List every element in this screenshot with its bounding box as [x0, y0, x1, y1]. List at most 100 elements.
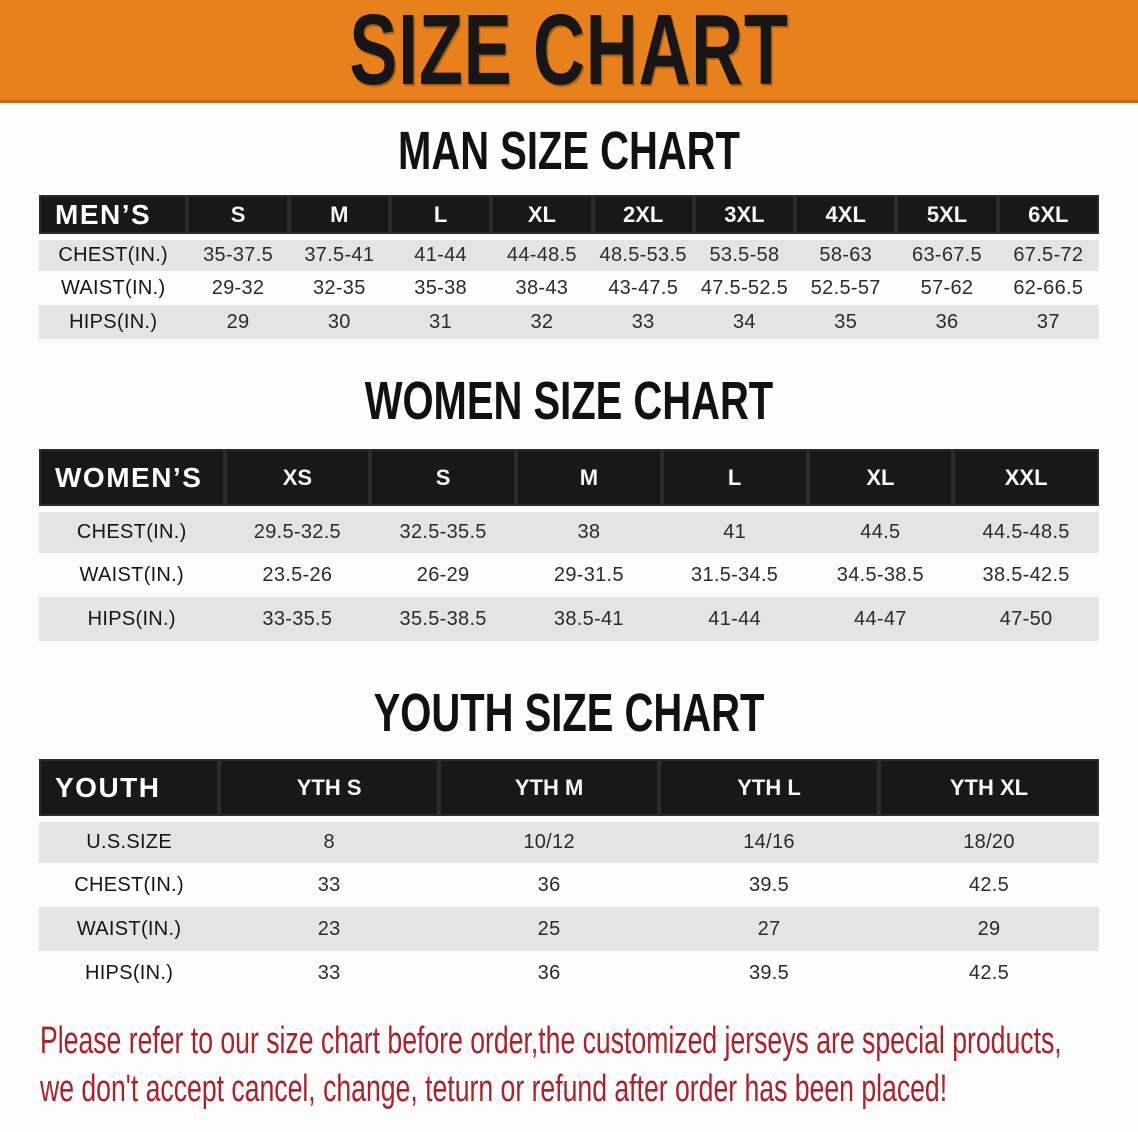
size-value-cell: 10/12: [523, 831, 575, 853]
men-size-chart-section: MAN SIZE CHART MEN’S S M L XL 2XL 3XL 4XL 5XL 6XL C…: [0, 121, 1138, 339]
row-label: HIPS(IN.): [87, 607, 176, 630]
men-section-title: MAN SIZE CHART: [0, 121, 1138, 181]
size-chart-sections: MAN SIZE CHART MEN’S S M L XL 2XL 3XL 4XL 5XL 6XL C…: [0, 121, 1138, 995]
row-label: WAIST(IN.): [79, 563, 184, 586]
size-column-header: XXL: [953, 449, 1099, 509]
size-column-header: 5XL: [896, 195, 998, 237]
size-column-header: YTH S: [219, 759, 440, 819]
size-value-cell: 38.5-42.5: [982, 563, 1070, 586]
table-header-row: WOMEN’S XS S M L XL XXL: [39, 449, 1099, 509]
table-row: HIPS(IN.) 33 36 39.5 42.5: [39, 951, 1099, 995]
size-column-header: M: [288, 195, 390, 237]
size-column-header: M: [516, 449, 662, 509]
size-column-header: L: [389, 195, 492, 237]
size-value-cell: 38: [577, 521, 601, 543]
size-value-cell: 32: [530, 310, 554, 333]
women-section-title: WOMEN SIZE CHART: [0, 371, 1138, 431]
banner-title: SIZE CHART: [349, 0, 789, 106]
size-value-cell: 34.5-38.5: [836, 563, 924, 586]
table-row: HIPS(IN.) 29 30 31 32 33 34 35 36 37: [39, 305, 1099, 339]
size-value-cell: 44.5-48.5: [982, 521, 1070, 543]
size-value-cell: 37.5-41: [304, 244, 375, 266]
size-value-cell: 31.5-34.5: [691, 563, 779, 586]
size-value-cell: 36: [935, 310, 959, 333]
size-column-header: 4XL: [795, 195, 897, 237]
section-title-text: MAN SIZE CHART: [398, 121, 740, 181]
row-label: WAIST(IN.): [76, 917, 182, 940]
size-column-header: XS: [224, 449, 371, 509]
size-value-cell: 63-67.5: [912, 244, 982, 266]
size-value-cell: 33: [317, 961, 341, 984]
size-value-cell: 52.5-57: [810, 276, 881, 299]
size-value-cell: 42.5: [968, 961, 1010, 984]
size-value-cell: 35: [834, 310, 858, 333]
size-value-cell: 47.5-52.5: [700, 276, 789, 299]
size-value-cell: 41-44: [414, 244, 467, 266]
size-column-header: 6XL: [997, 195, 1099, 237]
size-value-cell: 33: [631, 310, 655, 333]
size-value-cell: 47-50: [999, 607, 1053, 630]
size-value-cell: 31: [429, 310, 453, 333]
size-value-cell: 35-38: [414, 276, 467, 299]
row-label: CHEST(IN.): [74, 873, 184, 896]
size-value-cell: 29.5-32.5: [253, 521, 341, 543]
size-value-cell: 27: [757, 917, 781, 940]
group-label: YOUTH: [39, 759, 220, 819]
size-value-cell: 43-47.5: [608, 276, 679, 299]
size-value-cell: 37: [1036, 310, 1060, 333]
size-value-cell: 18/20: [963, 831, 1015, 853]
size-value-cell: 38-43: [515, 276, 569, 299]
table-row: WAIST(IN.) 23 25 27 29: [39, 907, 1099, 951]
size-column-header: XL: [807, 449, 954, 509]
size-value-cell: 57-62: [920, 276, 974, 299]
size-value-cell: 44-47: [854, 607, 907, 630]
size-value-cell: 58-63: [819, 244, 873, 266]
size-value-cell: 35.5-38.5: [399, 607, 487, 630]
group-label: WOMEN’S: [39, 449, 225, 509]
row-label: U.S.SIZE: [86, 831, 172, 853]
women-size-chart-section: WOMEN SIZE CHART WOMEN’S XS S M L XL XXL CHEST(I…: [0, 371, 1138, 641]
size-column-header: YTH M: [439, 759, 660, 819]
row-label: HIPS(IN.): [69, 310, 158, 333]
men-size-table: MEN’S S M L XL 2XL 3XL 4XL 5XL 6XL CHEST(IN.) 35-37…: [39, 195, 1099, 339]
size-column-header: S: [187, 195, 289, 237]
size-value-cell: 23.5-26: [262, 563, 333, 586]
size-value-cell: 67.5-72: [1013, 244, 1084, 266]
group-label: MEN’S: [39, 195, 188, 237]
size-value-cell: 33: [317, 873, 341, 896]
size-value-cell: 33-35.5: [262, 607, 333, 630]
size-column-header: 2XL: [592, 195, 694, 237]
size-value-cell: 39.5: [748, 961, 790, 984]
size-value-cell: 44.5: [860, 521, 901, 543]
size-value-cell: 62-66.5: [1013, 276, 1084, 299]
banner: SIZE CHART: [0, 0, 1138, 103]
size-value-cell: 44-48.5: [506, 244, 577, 266]
size-value-cell: 32-35: [312, 276, 366, 299]
disclaimer-line-1: Please refer to our size chart before or…: [40, 1020, 1062, 1062]
table-row: CHEST(IN.) 33 36 39.5 42.5: [39, 863, 1099, 907]
youth-section-title: YOUTH SIZE CHART: [0, 686, 1138, 740]
size-value-cell: 35-37.5: [203, 244, 273, 266]
size-value-cell: 23: [317, 917, 341, 940]
size-value-cell: 38.5-41: [553, 607, 624, 630]
table-row: WAIST(IN.) 29-32 32-35 35-38 38-43 43-47.5 47.…: [39, 271, 1099, 305]
size-value-cell: 29-31.5: [553, 563, 624, 586]
size-value-cell: 29-32: [211, 276, 265, 299]
size-value-cell: 41: [723, 521, 747, 543]
size-column-header: YTH XL: [879, 759, 1099, 819]
row-label: WAIST(IN.): [60, 276, 166, 299]
disclaimer-line-2: we don't accept cancel, change, teturn o…: [40, 1068, 948, 1110]
size-value-cell: 34: [733, 310, 756, 333]
size-value-cell: 39.5: [748, 873, 790, 896]
section-title-text: WOMEN SIZE CHART: [364, 371, 774, 431]
size-value-cell: 26-29: [416, 563, 470, 586]
size-value-cell: 14/16: [743, 831, 795, 853]
row-label: CHEST(IN.): [58, 244, 169, 266]
size-value-cell: 30: [327, 310, 351, 333]
women-size-table: WOMEN’S XS S M L XL XXL CHEST(IN.) 29.5-32.5 32.5…: [39, 449, 1099, 641]
youth-size-table: YOUTH YTH S YTH M YTH L YTH XL U.S.SIZE 8 10/12…: [39, 759, 1099, 995]
size-column-header: L: [661, 449, 808, 509]
size-value-cell: 42.5: [968, 873, 1010, 896]
table-row: CHEST(IN.) 35-37.5 37.5-41 41-44 44-48.5 48.5…: [39, 237, 1099, 271]
